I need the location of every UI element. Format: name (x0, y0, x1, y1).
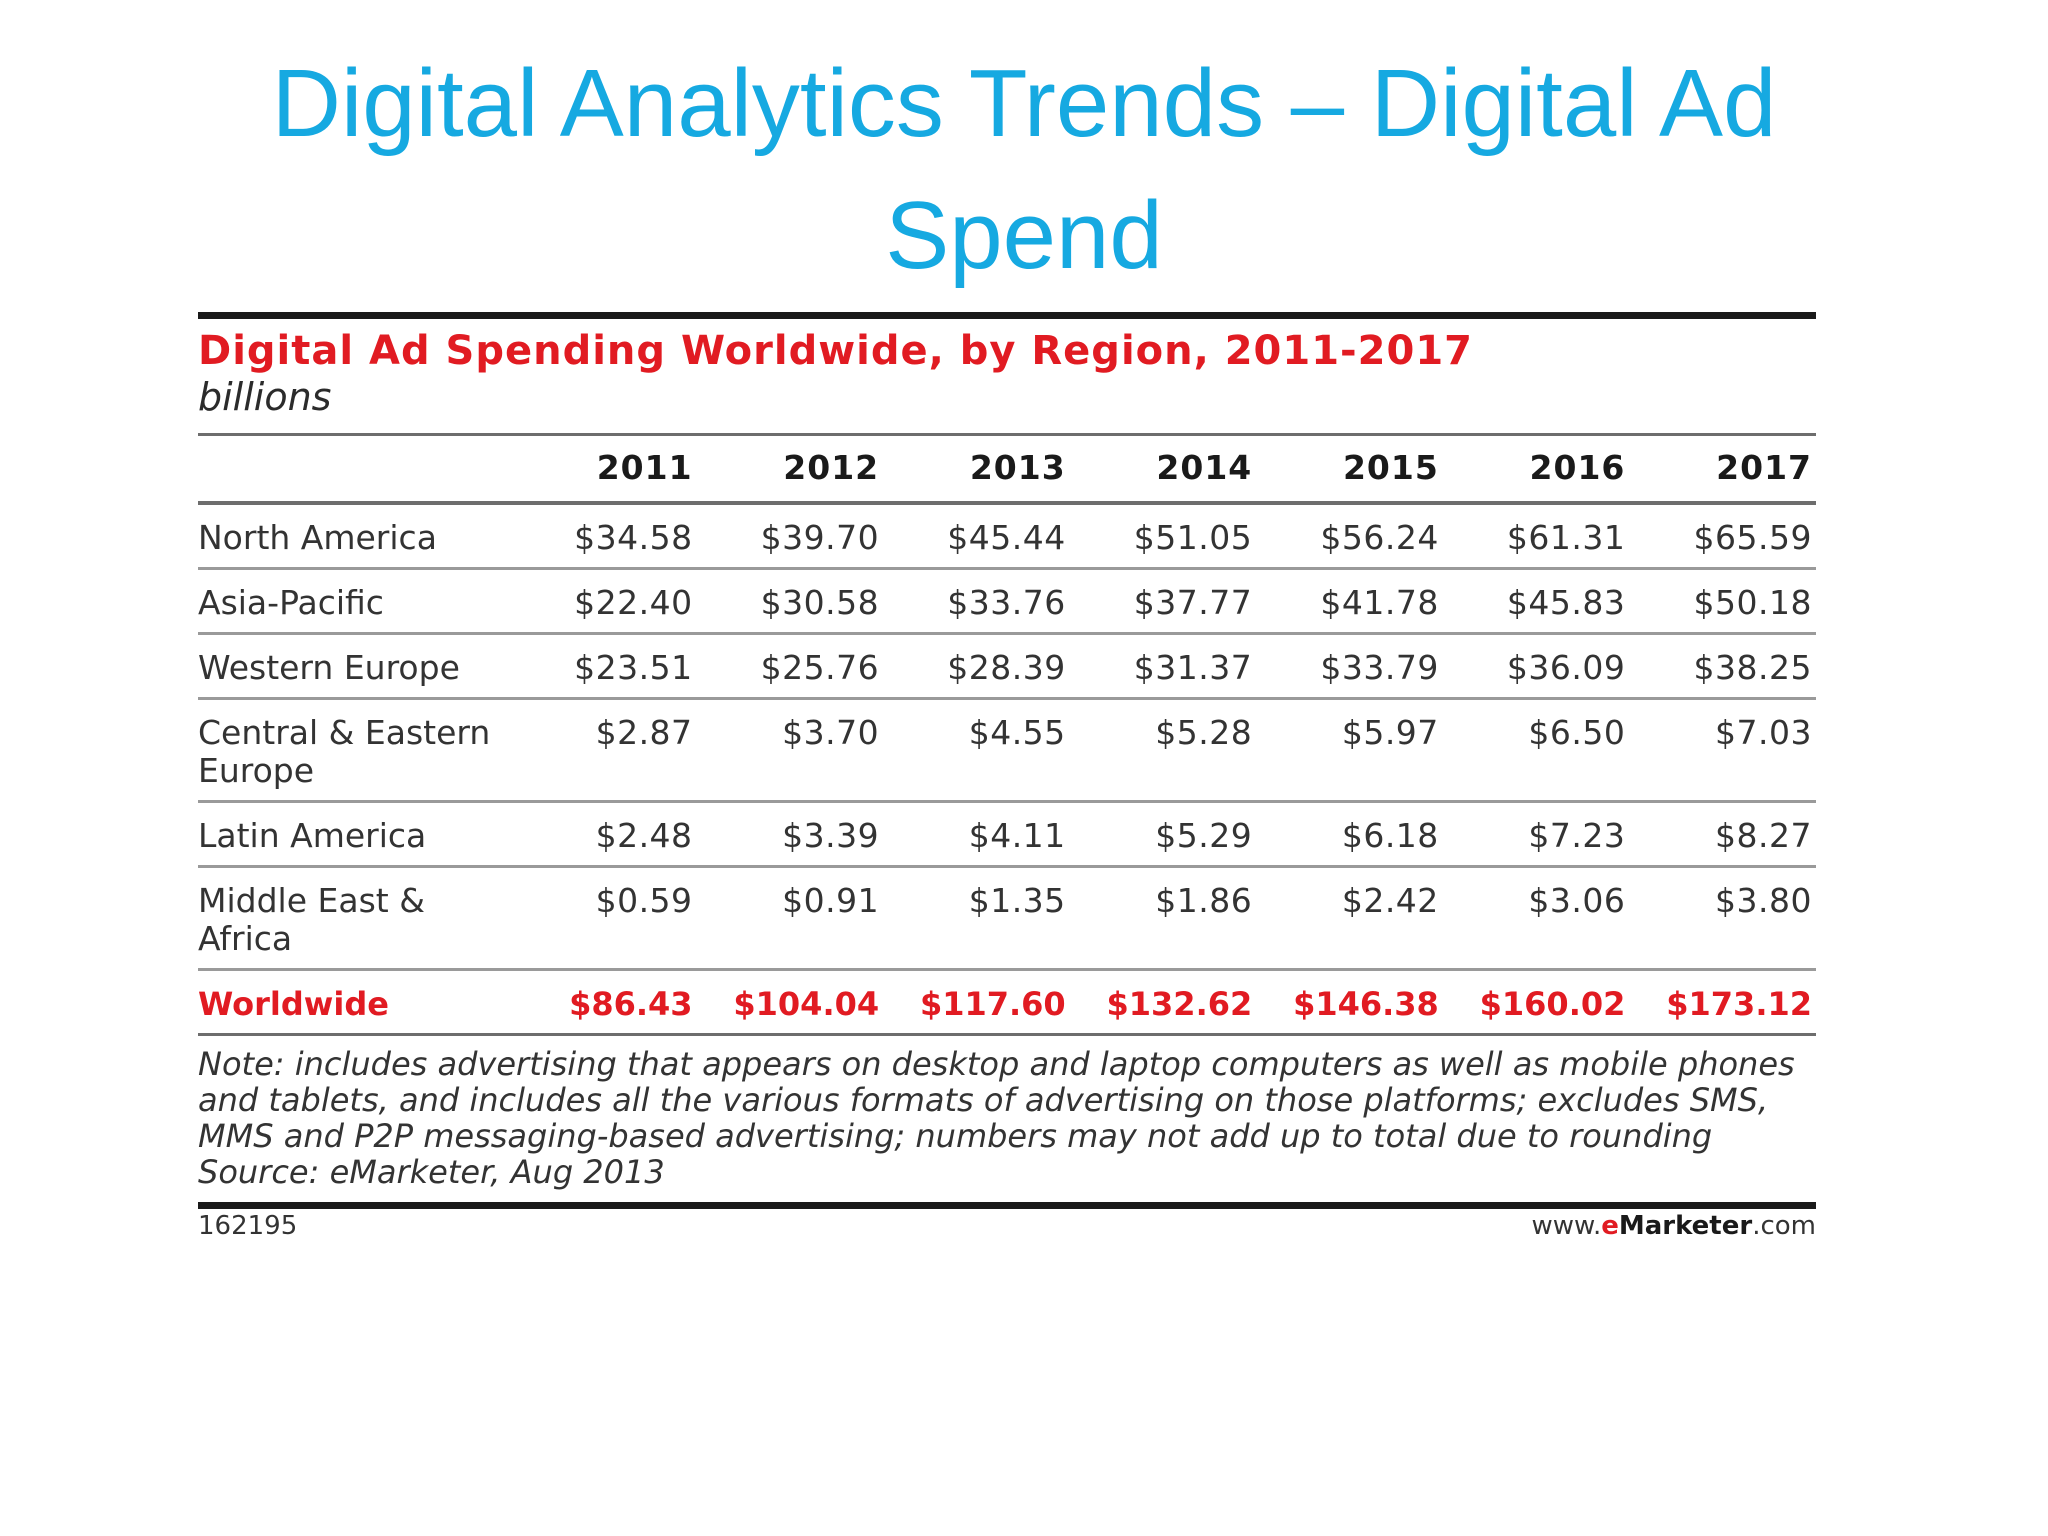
total-label: Worldwide (198, 969, 510, 1036)
total-value-cell: $104.04 (696, 969, 884, 1036)
header-year: 2011 (510, 433, 697, 505)
site-url: www.eMarketer.com (1532, 1211, 1816, 1241)
value-cell: $5.28 (1069, 698, 1257, 803)
value-cell: $38.25 (1629, 633, 1816, 700)
chart-source: Source: eMarketer, Aug 2013 (198, 1153, 665, 1191)
value-cell: $33.76 (883, 568, 1070, 635)
chart-id: 162195 (198, 1211, 298, 1241)
chart-title: Digital Ad Spending Worldwide, by Region… (198, 328, 1473, 374)
value-cell: $36.09 (1442, 633, 1630, 700)
value-cell: $51.05 (1069, 503, 1257, 570)
table-row: Middle East & Africa $0.59 $0.91 $1.35 $… (198, 866, 1816, 971)
value-cell: $0.59 (510, 866, 697, 971)
value-cell: $45.44 (883, 503, 1070, 570)
value-cell: $61.31 (1442, 503, 1630, 570)
total-value-cell: $86.43 (510, 969, 697, 1036)
value-cell: $2.42 (1256, 866, 1443, 971)
value-cell: $5.29 (1069, 801, 1257, 868)
chart-note: Note: includes advertising that appears … (198, 1045, 1795, 1155)
value-cell: $1.35 (883, 866, 1070, 971)
total-value-cell: $160.02 (1442, 969, 1630, 1036)
value-cell: $5.97 (1256, 698, 1443, 803)
value-cell: $30.58 (696, 568, 884, 635)
table-row: Western Europe $23.51 $25.76 $28.39 $31.… (198, 633, 1816, 700)
site-suffix: .com (1752, 1211, 1816, 1241)
header-year: 2014 (1069, 433, 1257, 505)
value-cell: $28.39 (883, 633, 1070, 700)
chart-unit: billions (198, 375, 332, 419)
bottom-rule (198, 1202, 1816, 1209)
table-row: Latin America $2.48 $3.39 $4.11 $5.29 $6… (198, 801, 1816, 868)
value-cell: $7.23 (1442, 801, 1630, 868)
header-year: 2013 (883, 433, 1070, 505)
value-cell: $50.18 (1629, 568, 1816, 635)
region-label: Western Europe (198, 633, 510, 700)
value-cell: $6.50 (1442, 698, 1630, 803)
value-cell: $6.18 (1256, 801, 1443, 868)
table-row: Asia-Pacific $22.40 $30.58 $33.76 $37.77… (198, 568, 1816, 635)
value-cell: $23.51 (510, 633, 697, 700)
header-year: 2015 (1256, 433, 1443, 505)
value-cell: $4.55 (883, 698, 1070, 803)
chart-footer: 162195 www.eMarketer.com (198, 1211, 1816, 1241)
value-cell: $1.86 (1069, 866, 1257, 971)
region-label: Latin America (198, 801, 510, 868)
total-value-cell: $146.38 (1256, 969, 1443, 1036)
value-cell: $25.76 (696, 633, 884, 700)
region-label: Asia-Pacific (198, 568, 510, 635)
header-year: 2016 (1442, 433, 1630, 505)
region-label: Middle East & Africa (198, 866, 510, 971)
table-row: North America $34.58 $39.70 $45.44 $51.0… (198, 503, 1816, 570)
value-cell: $3.39 (696, 801, 884, 868)
value-cell: $8.27 (1629, 801, 1816, 868)
header-year: 2012 (696, 433, 884, 505)
value-cell: $2.48 (510, 801, 697, 868)
table-row: Central & Eastern Europe $2.87 $3.70 $4.… (198, 698, 1816, 803)
table-body: North America $34.58 $39.70 $45.44 $51.0… (198, 503, 1816, 1036)
site-prefix: www. (1531, 1211, 1602, 1241)
region-label: North America (198, 503, 510, 570)
value-cell: $3.70 (696, 698, 884, 803)
total-row: Worldwide $86.43 $104.04 $117.60 $132.62… (198, 969, 1816, 1036)
value-cell: $45.83 (1442, 568, 1630, 635)
total-value-cell: $173.12 (1629, 969, 1816, 1036)
site-brand-e: e (1601, 1211, 1619, 1241)
top-rule (198, 312, 1816, 319)
region-label: Central & Eastern Europe (198, 698, 510, 803)
header-region-cell (198, 433, 510, 505)
value-cell: $39.70 (696, 503, 884, 570)
spend-table: 2011 2012 2013 2014 2015 2016 2017 North… (198, 433, 1816, 1036)
value-cell: $0.91 (696, 866, 884, 971)
value-cell: $3.80 (1629, 866, 1816, 971)
value-cell: $31.37 (1069, 633, 1257, 700)
value-cell: $3.06 (1442, 866, 1630, 971)
value-cell: $37.77 (1069, 568, 1257, 635)
header-year: 2017 (1629, 433, 1816, 505)
value-cell: $2.87 (510, 698, 697, 803)
value-cell: $56.24 (1256, 503, 1443, 570)
site-brand-name: Marketer (1618, 1211, 1753, 1241)
value-cell: $33.79 (1256, 633, 1443, 700)
value-cell: $41.78 (1256, 568, 1443, 635)
value-cell: $4.11 (883, 801, 1070, 868)
total-value-cell: $132.62 (1069, 969, 1257, 1036)
total-value-cell: $117.60 (883, 969, 1070, 1036)
slide-title: Digital Analytics Trends – Digital Ad Sp… (271, 50, 1777, 289)
header-row: 2011 2012 2013 2014 2015 2016 2017 (198, 433, 1816, 505)
value-cell: $7.03 (1629, 698, 1816, 803)
value-cell: $65.59 (1629, 503, 1816, 570)
value-cell: $22.40 (510, 568, 697, 635)
chart-card: Digital Ad Spending Worldwide, by Region… (198, 312, 1816, 1241)
value-cell: $34.58 (510, 503, 697, 570)
